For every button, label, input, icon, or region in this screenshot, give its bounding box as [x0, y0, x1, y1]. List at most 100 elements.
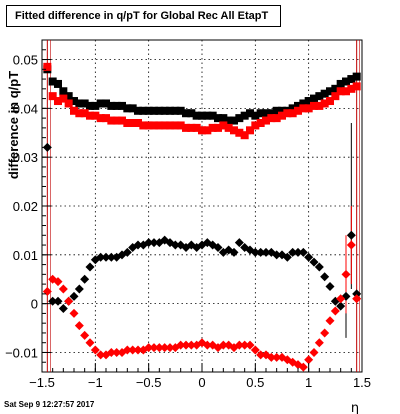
diamond-marker	[69, 291, 79, 301]
axes: −1.5 −1 −0.5 0 0.5 1 1.5 −0.01 0 0.01 0.02 0.03 0.04…	[5, 49, 371, 390]
data-markers	[42, 62, 362, 372]
square-marker	[342, 77, 350, 86]
diamond-marker	[309, 257, 319, 267]
square-marker	[112, 101, 121, 110]
diamond-marker	[341, 269, 351, 279]
square-marker	[347, 84, 356, 93]
square-marker	[326, 97, 334, 106]
y-axis-label: difference in q/pT	[6, 71, 21, 179]
square-marker	[150, 106, 158, 115]
diamond-marker	[325, 282, 335, 292]
diamond-marker	[90, 255, 100, 265]
y-tick-label: 0.05	[13, 53, 38, 68]
square-marker	[246, 109, 254, 118]
diamond-marker	[314, 262, 324, 272]
chart-title: Fitted difference in q/pT for Global Rec…	[6, 5, 281, 27]
square-marker	[240, 111, 249, 120]
diamond-marker	[336, 294, 346, 304]
square-marker	[272, 114, 281, 123]
y-tick-label: 0.02	[13, 199, 38, 214]
square-marker	[86, 101, 94, 110]
square-marker	[235, 114, 244, 123]
diamond-marker	[320, 272, 330, 282]
y-tick-label: 0.04	[13, 101, 38, 116]
square-marker	[278, 111, 286, 120]
diamond-marker	[112, 347, 122, 357]
square-marker	[123, 119, 132, 127]
square-marker	[299, 104, 308, 113]
square-marker	[352, 72, 361, 81]
square-marker	[70, 106, 78, 115]
square-marker	[123, 104, 132, 113]
square-marker	[315, 101, 324, 110]
diamond-marker	[101, 252, 111, 262]
diamond-marker	[122, 247, 132, 257]
diamond-marker	[96, 350, 106, 360]
diamond-marker	[256, 350, 266, 360]
x-tick-label: −0.5	[136, 375, 162, 390]
square-marker	[70, 97, 78, 106]
diamond-marker	[53, 277, 63, 287]
diamond-marker	[346, 240, 356, 250]
square-marker	[91, 101, 100, 110]
square-marker	[48, 77, 57, 86]
square-marker	[262, 109, 270, 118]
square-marker	[139, 121, 148, 130]
diamond-marker	[309, 347, 319, 357]
square-marker	[288, 109, 297, 118]
diamond-marker	[160, 343, 170, 353]
y-tick-label: 0.03	[13, 150, 38, 165]
square-marker	[64, 99, 73, 108]
square-marker	[256, 109, 265, 118]
square-marker	[118, 101, 126, 110]
diamond-marker	[106, 347, 116, 357]
square-marker	[203, 111, 212, 120]
square-marker	[304, 104, 313, 113]
diamond-marker	[245, 340, 255, 350]
square-marker	[48, 92, 57, 101]
square-marker	[43, 62, 52, 71]
square-marker	[107, 116, 116, 125]
square-marker	[160, 121, 169, 130]
square-marker	[176, 106, 185, 115]
diamond-marker	[272, 352, 282, 362]
square-marker	[272, 106, 281, 115]
square-marker	[304, 97, 313, 106]
diamond-marker	[336, 301, 346, 311]
square-marker	[256, 119, 265, 127]
diamond-marker	[144, 343, 154, 353]
square-marker	[54, 79, 62, 88]
square-marker	[262, 116, 270, 125]
diamond-marker	[304, 355, 314, 365]
square-marker	[128, 119, 137, 127]
square-marker	[347, 75, 356, 84]
diamond-marker	[64, 296, 74, 306]
x-tick-label: 0.5	[246, 375, 264, 390]
square-marker	[144, 121, 153, 130]
square-marker	[331, 84, 340, 93]
square-marker	[134, 119, 142, 127]
square-marker	[171, 121, 180, 130]
diamond-marker	[106, 252, 116, 262]
diamond-marker	[58, 304, 68, 314]
square-marker	[208, 111, 217, 120]
square-marker	[107, 101, 116, 110]
square-marker	[192, 111, 201, 120]
square-marker	[336, 87, 345, 96]
square-marker	[128, 104, 137, 113]
square-marker	[75, 109, 84, 118]
square-marker	[64, 92, 73, 101]
diamond-marker	[181, 340, 191, 350]
square-marker	[246, 126, 254, 135]
square-marker	[160, 106, 169, 115]
square-marker	[230, 126, 238, 135]
diamond-marker	[80, 330, 90, 340]
diamond-marker	[170, 240, 180, 250]
square-marker	[251, 121, 260, 130]
square-marker	[224, 116, 233, 125]
square-marker	[203, 126, 212, 135]
square-marker	[267, 109, 276, 118]
y-tick-label: 0.01	[13, 248, 38, 263]
square-marker	[208, 123, 217, 132]
square-marker	[171, 106, 180, 115]
